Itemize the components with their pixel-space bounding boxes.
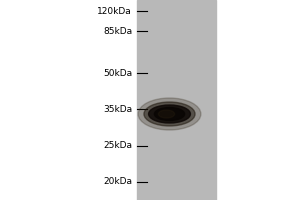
Ellipse shape	[154, 108, 184, 120]
Text: 50kDa: 50kDa	[103, 68, 132, 77]
Ellipse shape	[158, 110, 175, 118]
Text: 20kDa: 20kDa	[103, 178, 132, 186]
Ellipse shape	[148, 105, 190, 123]
Text: 120kDa: 120kDa	[97, 6, 132, 16]
Text: 85kDa: 85kDa	[103, 26, 132, 36]
Bar	[136, 0, 216, 200]
Ellipse shape	[138, 98, 201, 130]
Ellipse shape	[144, 102, 195, 126]
Text: 35kDa: 35kDa	[103, 104, 132, 114]
Text: 25kDa: 25kDa	[103, 142, 132, 150]
